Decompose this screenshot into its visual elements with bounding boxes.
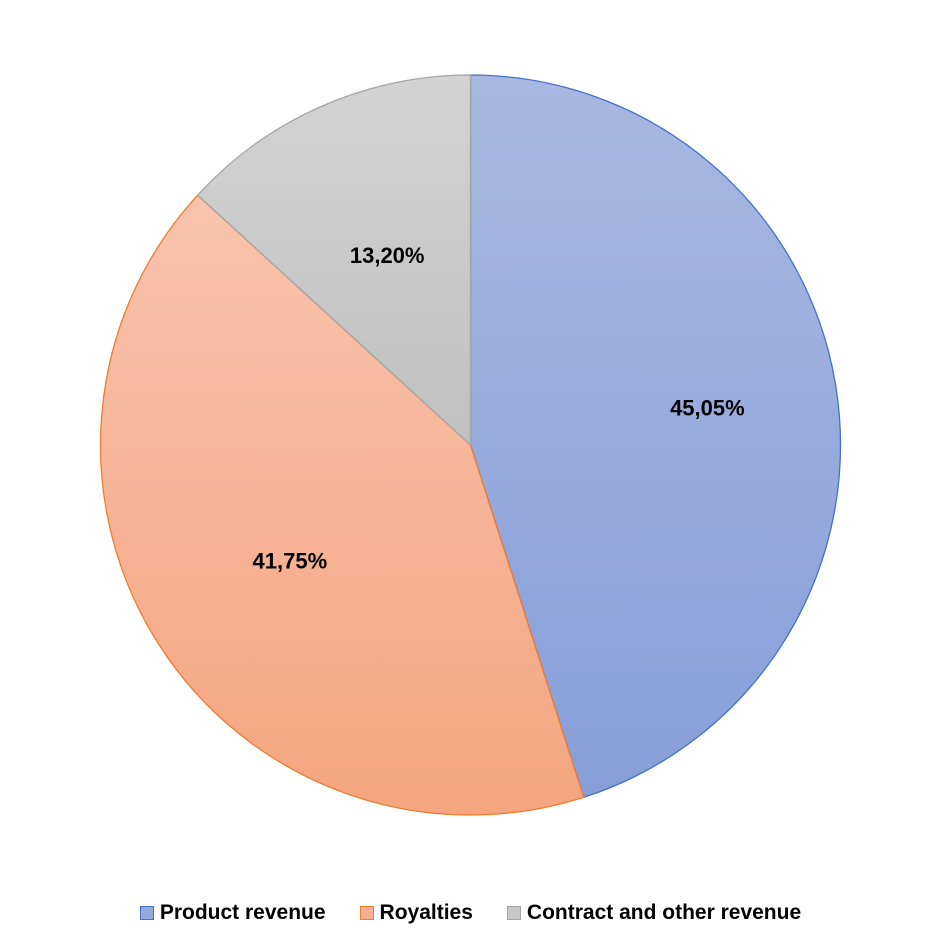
legend-label-royalties: Royalties: [379, 901, 473, 924]
legend-swatch-product-revenue: [139, 906, 154, 920]
pie-slice-contract-and-other-revenue[interactable]: [196, 74, 472, 447]
pie-slice-product-revenue[interactable]: [469, 74, 842, 799]
data-label-contract-and-other-revenue: 13,20%: [350, 243, 425, 268]
data-label-royalties: 41,75%: [253, 548, 328, 573]
data-label-product-revenue: 45,05%: [670, 395, 745, 420]
legend-label-product-revenue: Product revenue: [159, 901, 326, 924]
pie-slices: [99, 74, 842, 816]
legend-item-product-revenue[interactable]: Product revenue: [139, 901, 326, 925]
legend-swatch-contract-and-other-revenue: [506, 906, 521, 920]
legend: Product revenue Royalties Contract and o…: [0, 896, 941, 930]
legend-item-contract-and-other-revenue[interactable]: Contract and other revenue: [506, 901, 802, 925]
pie-slice-royalties[interactable]: [99, 194, 585, 816]
pie-data-labels: 45,05% 41,75% 13,20%: [253, 243, 745, 573]
legend-swatch-royalties: [359, 906, 374, 920]
legend-label-contract-and-other-revenue: Contract and other revenue: [526, 901, 802, 924]
legend-item-royalties[interactable]: Royalties: [359, 901, 473, 925]
